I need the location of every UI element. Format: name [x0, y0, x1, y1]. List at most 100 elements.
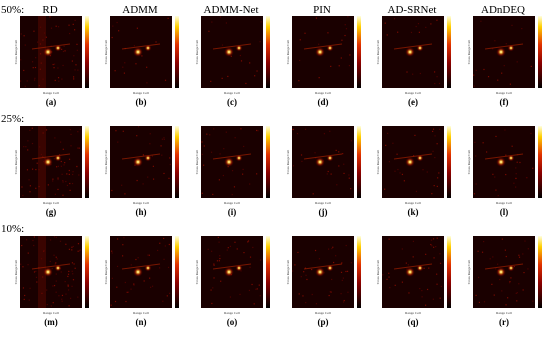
- speckle: [77, 69, 79, 71]
- speckle: [64, 50, 66, 52]
- speckle: [298, 293, 300, 295]
- speckle: [491, 283, 493, 285]
- speckle: [218, 179, 220, 181]
- speckle: [497, 79, 499, 81]
- speckle: [27, 140, 29, 142]
- panel-label: (q): [408, 317, 419, 327]
- speckle: [147, 176, 149, 178]
- speckle: [342, 301, 345, 303]
- target: [144, 154, 152, 162]
- speckle: [229, 296, 232, 298]
- speckle: [312, 193, 314, 195]
- speckle: [342, 153, 344, 155]
- speckle: [72, 76, 75, 78]
- speckle: [394, 284, 396, 286]
- panel-label: (n): [136, 317, 147, 327]
- target: [496, 157, 506, 167]
- speckle: [329, 130, 331, 132]
- speckle: [29, 191, 31, 193]
- speckle: [141, 55, 143, 57]
- speckle: [68, 173, 70, 176]
- speckle: [323, 133, 325, 135]
- speckle: [401, 248, 403, 250]
- speckle: [209, 134, 211, 136]
- speckle: [52, 178, 54, 180]
- speckle: [249, 183, 251, 185]
- speckle: [122, 244, 124, 246]
- speckle: [57, 77, 60, 79]
- speckle: [77, 296, 79, 298]
- speckle: [72, 23, 74, 25]
- speckle: [61, 300, 63, 302]
- speckle: [530, 65, 532, 68]
- speckle: [234, 241, 236, 243]
- speckle: [415, 190, 418, 193]
- clutter-band: [38, 16, 46, 88]
- speckle: [127, 291, 130, 293]
- speckle: [432, 150, 434, 152]
- speckle: [330, 65, 332, 68]
- speckle: [33, 30, 35, 32]
- speckle: [24, 44, 26, 46]
- colorbar: [85, 236, 89, 308]
- speckle: [29, 129, 31, 131]
- speckle: [55, 262, 57, 264]
- speckle: [33, 79, 36, 81]
- speckle: [253, 303, 255, 305]
- speckle: [53, 254, 55, 256]
- speckle: [401, 173, 404, 176]
- x-axis-label: Range Cell: [224, 91, 240, 95]
- speckle: [201, 141, 203, 143]
- speckle: [505, 255, 507, 258]
- speckle: [477, 250, 479, 252]
- speckle: [58, 80, 60, 82]
- speckle: [111, 36, 113, 39]
- speckle: [331, 278, 333, 281]
- speckle: [124, 193, 126, 195]
- speckle: [473, 74, 475, 76]
- speckle: [521, 27, 523, 30]
- speckle: [55, 280, 57, 282]
- target-streak: [121, 43, 161, 50]
- target: [133, 157, 143, 167]
- speckle: [527, 268, 529, 270]
- speckle: [522, 253, 524, 255]
- speckle: [436, 76, 438, 78]
- speckle: [74, 69, 76, 71]
- speckle: [242, 168, 244, 171]
- speckle: [492, 173, 494, 175]
- speckle: [386, 278, 388, 280]
- speckle: [494, 176, 496, 178]
- speckle: [345, 244, 347, 247]
- target: [326, 154, 334, 162]
- speckle: [509, 281, 511, 283]
- panel-label: (l): [500, 207, 509, 217]
- speckle: [167, 17, 169, 19]
- target: [43, 157, 53, 167]
- speckle: [304, 32, 306, 34]
- speckle: [255, 288, 257, 290]
- speckle: [300, 276, 302, 278]
- speckle: [21, 244, 23, 247]
- target: [507, 264, 515, 272]
- y-axis-label: Cross Range Cell: [467, 40, 471, 65]
- speckle: [75, 64, 77, 66]
- speckle: [231, 193, 233, 196]
- target-streak: [393, 43, 433, 50]
- speckle: [23, 298, 25, 301]
- speckle: [151, 155, 154, 157]
- speckle: [388, 238, 390, 240]
- speckle: [227, 75, 229, 78]
- speckle: [300, 154, 303, 156]
- speckle: [505, 173, 507, 176]
- speckle: [62, 64, 64, 67]
- speckle: [486, 151, 488, 153]
- speckle: [419, 287, 421, 290]
- speckle: [66, 173, 68, 175]
- speckle: [343, 163, 345, 165]
- speckle: [296, 132, 299, 135]
- speckle: [346, 270, 349, 272]
- speckle: [22, 287, 25, 289]
- speckle: [412, 256, 414, 258]
